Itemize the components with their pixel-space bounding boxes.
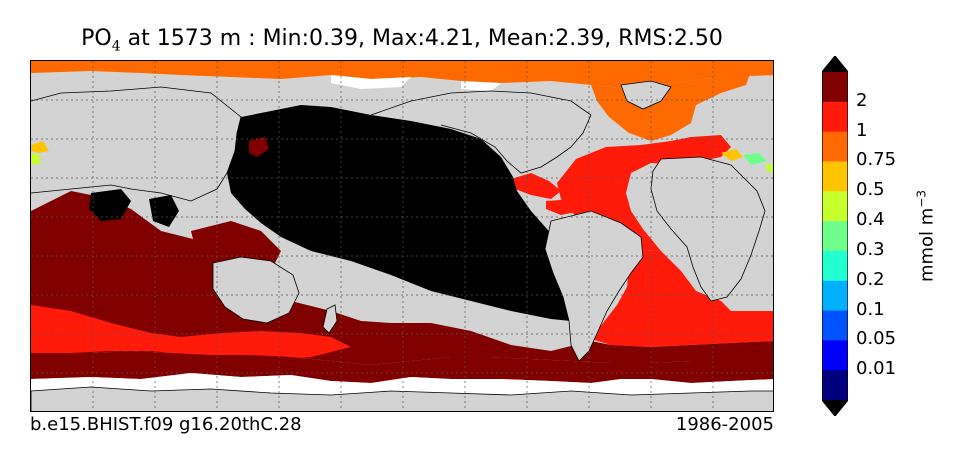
title-stats: at 1573 m : Min:0.39, Max:4.21, Mean:2.3… [120,26,723,51]
sea-of-japan-region [249,137,269,157]
caribbean-region [511,173,581,215]
colorbar-swatch [822,72,848,103]
colorbar-unit-label: mmol m−3 [915,190,938,282]
colorbar-tick-label: 0.3 [856,238,885,260]
map-gridlines [31,61,773,411]
arctic-no-data [331,75,501,91]
period-label: 1986-2005 [675,414,774,435]
eastern-med-region [743,153,767,165]
colorbar-tick-label: 0.01 [856,358,897,380]
new-zealand-land [322,304,338,334]
colorbar-swatch [822,250,848,282]
colorbar-tick-label: 0.5 [856,179,885,201]
west-coast-green-region [31,153,41,165]
south-america-land [544,210,644,362]
map-canvas [31,61,773,411]
north-america-coastline [370,90,592,174]
colorbar-swatch [822,370,848,401]
colorbar-swatch [822,161,848,192]
colorbar-swatch [822,340,848,371]
case-name-label: b.e15.BHIST.f09 g16.20thC.28 [30,414,302,435]
antarctica-land [31,386,773,411]
colorbar [822,56,848,416]
southern-ocean-red-region [31,305,351,361]
bay-of-bengal-region [89,189,131,221]
colorbar-tick-label: 0.2 [856,268,885,290]
unit-exponent: −3 [914,189,929,208]
unit-main: mmol m [916,207,938,283]
colorbar-extend-max [822,56,848,72]
map-title: PO4 at 1573 m : Min:0.39, Max:4.21, Mean… [30,26,774,54]
colorbar-swatch [822,191,848,222]
colorbar-tick-label: 0.4 [856,209,885,231]
arctic-ocean-region [31,61,773,89]
colorbar-extend-min [822,400,848,416]
colorbar-swatch [822,131,848,162]
eurasia-coastline [31,86,242,202]
colorbar-swatch [822,101,848,133]
indian-ocean-region [31,191,773,365]
black-sea-region [765,163,773,173]
colorbar-tick-label: 0.1 [856,298,885,320]
colorbar-tick-label: 0.05 [856,328,897,350]
colorbar-swatch [822,280,848,312]
south-atlantic-region [591,249,773,347]
colorbar-tick-label: 2 [856,89,868,111]
colorbar-tick-label: 1 [856,119,868,141]
title-variable-subscript: 4 [111,38,121,55]
pacific-ocean-region [227,105,591,323]
west-coast-region [31,141,49,153]
australia-land [212,256,300,324]
colorbar-swatch [822,221,848,252]
southern-ocean-dark-region [31,351,773,383]
colorbar-swatch [822,310,848,341]
africa-land [650,156,766,302]
mediterranean-region [721,149,743,161]
title-variable: PO [81,26,112,51]
ocean-map [30,60,774,412]
nordic-seas-region [591,71,751,141]
arabian-sea-region [149,195,179,227]
colorbar-tick-label: 0.75 [856,149,897,171]
